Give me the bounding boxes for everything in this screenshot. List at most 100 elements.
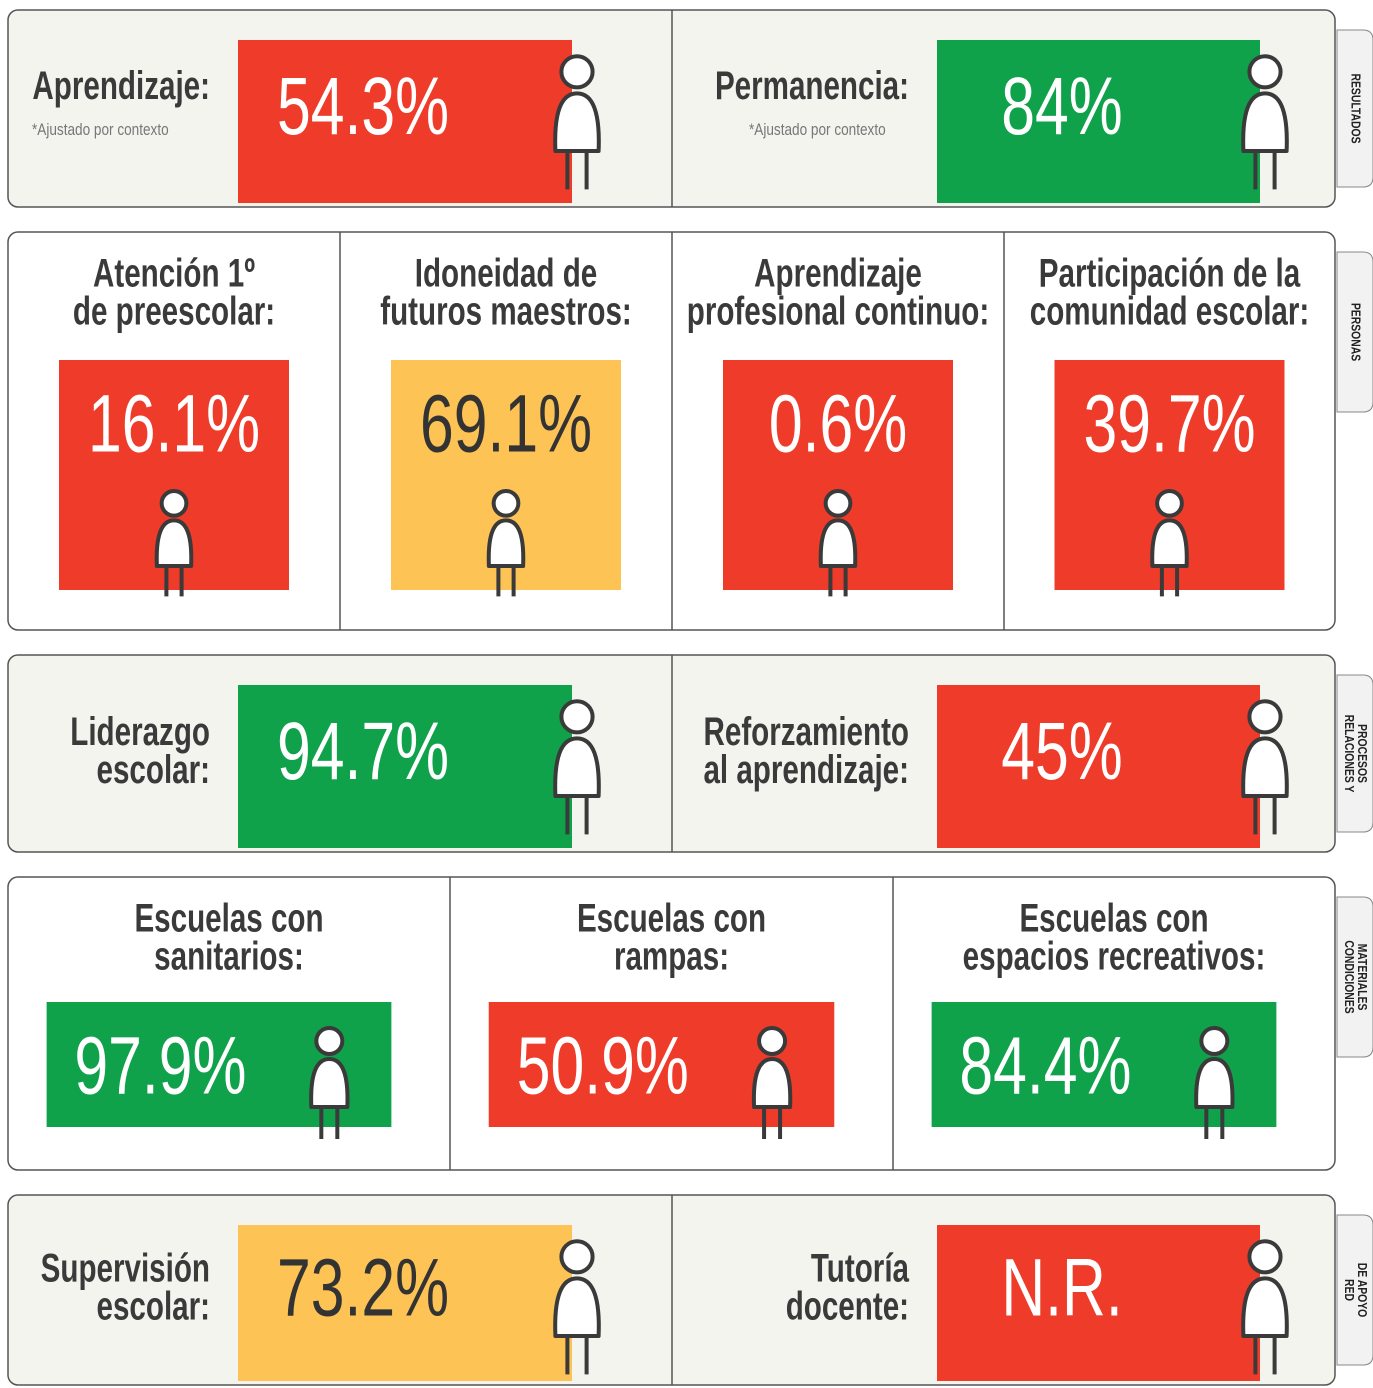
icon-body	[1194, 1057, 1235, 1109]
section-tab	[1336, 1214, 1373, 1366]
icon-head	[559, 1239, 595, 1275]
icon-body	[818, 518, 858, 568]
icon-legs	[1253, 1336, 1277, 1375]
card-value: 0.6%	[769, 379, 907, 470]
icon-body	[309, 1057, 350, 1109]
icon-head	[159, 488, 189, 518]
icon-head	[1199, 1026, 1230, 1056]
card-label: Aprendizaje	[754, 251, 922, 295]
icon-body	[553, 736, 601, 798]
card-label: Escuelas con	[577, 896, 766, 940]
card-label: sanitarios:	[154, 934, 304, 978]
card-label: escolar:	[97, 748, 210, 792]
icon-body	[1150, 518, 1189, 568]
section-tab-label: MATERIALES	[1355, 944, 1369, 1011]
icon	[553, 1239, 601, 1375]
card-label: futuros maestros:	[380, 289, 632, 333]
card-label: Liderazgo	[70, 710, 210, 754]
icon-head	[1155, 488, 1184, 518]
value-box	[238, 685, 572, 848]
icon-head	[559, 54, 595, 90]
section-tab	[1336, 29, 1373, 188]
card-label: Tutoría	[811, 1246, 909, 1290]
card-label: rampas:	[614, 934, 729, 978]
card-value: 39.7%	[1083, 379, 1255, 470]
icon-head	[314, 1026, 345, 1056]
value-box	[937, 1225, 1260, 1381]
card-label: espacios recreativos:	[963, 934, 1266, 978]
icon-legs	[1253, 796, 1277, 835]
card-label: Atención 1º	[93, 251, 255, 295]
icon-body	[486, 518, 526, 568]
card-note: *Ajustado por contexto	[749, 121, 886, 140]
card-label: Participación de la	[1039, 251, 1301, 295]
icon-head	[1247, 1239, 1283, 1275]
icon-head	[491, 488, 521, 518]
card-value: 16.1%	[88, 379, 260, 470]
icon-head	[823, 488, 853, 518]
icon-legs	[1253, 151, 1277, 190]
icon	[154, 488, 194, 597]
icon-body	[1241, 736, 1289, 798]
section-tab-label: CONDICIONES	[1342, 940, 1356, 1013]
icon-body	[1241, 91, 1289, 153]
section-tab	[1336, 251, 1373, 413]
card-note: *Ajustado por contexto	[32, 121, 169, 140]
section-tab-label: PROCESOS	[1355, 724, 1369, 783]
icon	[1241, 54, 1289, 190]
icon-legs	[164, 566, 184, 597]
card-value: 54.3%	[277, 61, 449, 152]
card-label: escolar:	[97, 1284, 210, 1328]
card-label: Escuelas con	[134, 896, 323, 940]
card-value: 50.9%	[517, 1021, 689, 1112]
card-label: docente:	[786, 1284, 909, 1328]
value-box	[937, 685, 1260, 848]
section-tab-label: RED	[1342, 1279, 1356, 1301]
icon-body	[751, 1057, 793, 1109]
card-label: de preescolar:	[73, 289, 275, 333]
icon-head	[1247, 699, 1283, 735]
card-label: Aprendizaje:	[32, 64, 210, 108]
icon-body	[154, 518, 194, 568]
section-tab	[1336, 674, 1373, 833]
card-value: 97.9%	[74, 1021, 246, 1112]
icon-head	[757, 1026, 788, 1056]
icon-body	[553, 1276, 601, 1338]
section-tab-label: DE APOYO	[1355, 1263, 1369, 1317]
icon	[486, 488, 526, 597]
icon	[553, 699, 601, 835]
icon-head	[559, 699, 595, 735]
icon-body	[553, 91, 601, 153]
section-tab-label: PERSONAS	[1348, 303, 1362, 361]
icon-legs	[565, 1336, 589, 1375]
card-value: 73.2%	[277, 1243, 449, 1334]
card-value: N.R.	[1001, 1243, 1122, 1334]
card-label: Permanencia:	[715, 64, 909, 108]
value-box	[238, 40, 572, 203]
card-label: comunidad escolar:	[1030, 289, 1310, 333]
icon-body	[1241, 1276, 1289, 1338]
icon-legs	[762, 1107, 783, 1139]
card-value: 69.1%	[420, 379, 592, 470]
icon-legs	[565, 796, 589, 835]
section-tab-label: RELACIONES Y	[1342, 715, 1356, 793]
icon	[309, 1026, 350, 1139]
card-label: Reforzamiento	[704, 710, 909, 754]
icon	[751, 1026, 793, 1139]
icon	[1194, 1026, 1235, 1139]
value-box	[238, 1225, 572, 1381]
icon-head	[1247, 54, 1283, 90]
icon	[1241, 699, 1289, 835]
card-label: profesional continuo:	[687, 289, 989, 333]
card-label: Supervisión	[41, 1246, 210, 1290]
icon-legs	[828, 566, 848, 597]
icon-legs	[565, 151, 589, 190]
card-value: 84.4%	[959, 1021, 1131, 1112]
card-label: al aprendizaje:	[703, 748, 909, 792]
icon	[818, 488, 858, 597]
icon	[1241, 1239, 1289, 1375]
icon	[1150, 488, 1189, 597]
card-value: 45%	[1001, 706, 1122, 797]
card-value: 84%	[1001, 61, 1122, 152]
